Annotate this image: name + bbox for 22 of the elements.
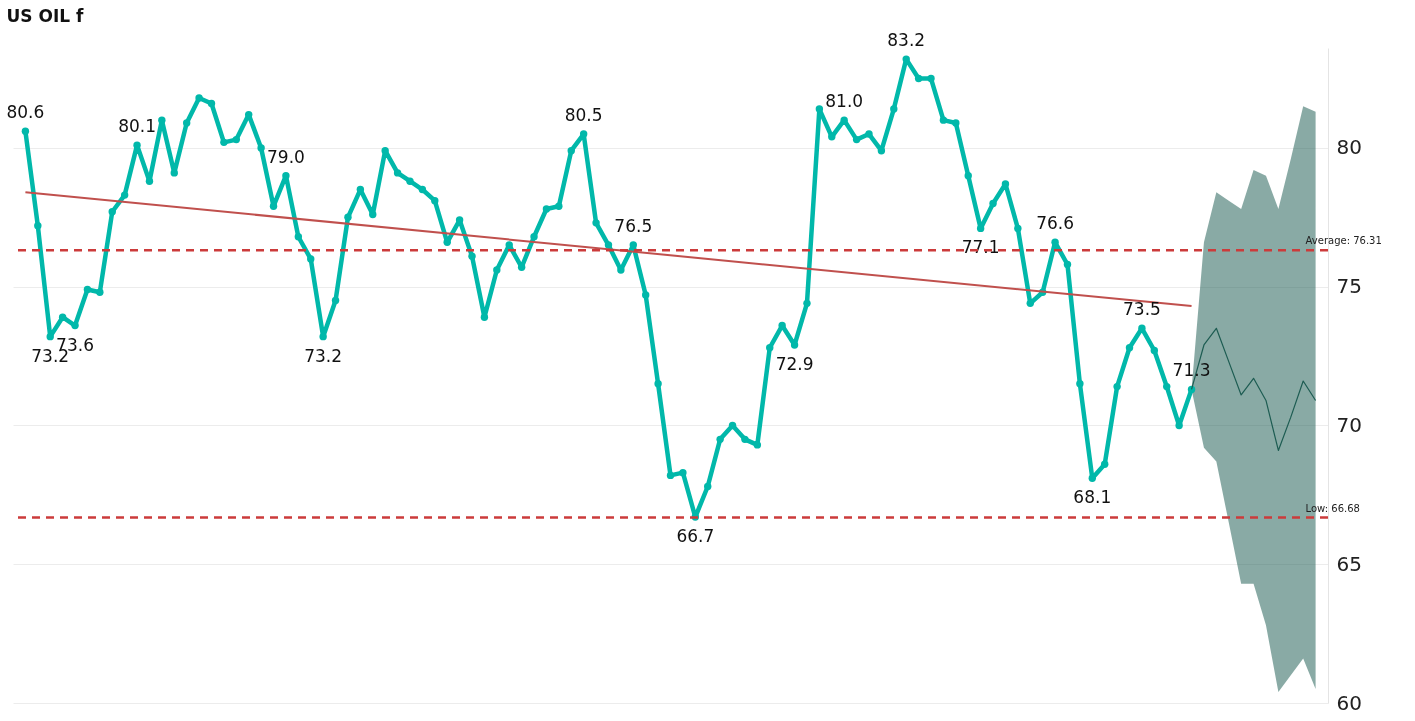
data-label: 80.6 [6, 102, 45, 123]
y-tick-label: 80 [1336, 135, 1362, 160]
ref-line-label: Average: 76.31 [1305, 235, 1382, 247]
y-tick-label: 60 [1336, 690, 1362, 715]
y-tick-label: 75 [1336, 274, 1362, 299]
data-label: 77.1 [961, 237, 1000, 258]
data-label: 80.1 [118, 116, 156, 137]
data-label: 80.5 [564, 105, 603, 126]
y-tick-label: 65 [1336, 551, 1362, 576]
chart-title: US OIL f [6, 6, 84, 27]
data-label: 73.5 [1122, 299, 1161, 320]
data-label: 73.2 [304, 345, 343, 366]
data-label: 76.5 [614, 216, 653, 237]
y-tick-label: 70 [1336, 412, 1362, 437]
data-label: 79.0 [266, 146, 305, 167]
data-label: 66.7 [676, 526, 715, 547]
data-label: 68.1 [1073, 487, 1112, 508]
data-label: 83.2 [887, 30, 926, 51]
ref-line-label: Low: 66.68 [1305, 502, 1360, 514]
data-label: 72.9 [775, 353, 814, 374]
data-label: 76.6 [1036, 213, 1075, 234]
data-label: 81.0 [825, 91, 864, 112]
